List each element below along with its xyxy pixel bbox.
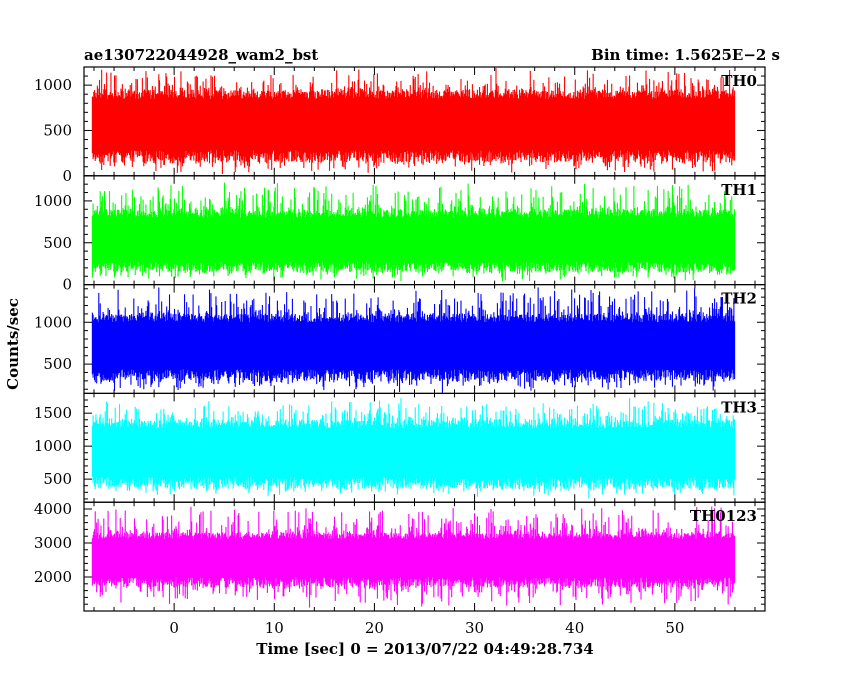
x-axis-label: Time [sec] 0 = 2013/07/22 04:49:28.734 bbox=[256, 640, 593, 658]
y-tick-label: 0 bbox=[62, 276, 72, 294]
panel-th2: 500 1000 TH2 bbox=[34, 284, 766, 395]
y-axis-label: Counts/sec bbox=[4, 298, 22, 390]
series-trace-th1 bbox=[91, 182, 736, 282]
y-tick-label: 500 bbox=[43, 121, 72, 139]
y-tick-label: 1000 bbox=[34, 313, 72, 331]
panel-th3: 500 1000 1500 TH3 bbox=[34, 392, 766, 503]
bin-time-label: Bin time: 1.5625E−2 s bbox=[591, 46, 780, 64]
y-tick-label: 1000 bbox=[34, 437, 72, 455]
chart-title: ae130722044928_wam2_bst bbox=[84, 46, 318, 64]
y-tick-label: 1000 bbox=[34, 192, 72, 210]
y-tick-label: 0 bbox=[62, 167, 72, 185]
panel-th0123: 2000 3000 4000 TH0123 bbox=[34, 500, 766, 612]
x-tick-label: 30 bbox=[465, 619, 484, 637]
series-trace-th3 bbox=[91, 398, 736, 499]
y-tick-label: 4000 bbox=[34, 500, 72, 518]
y-tick-label: 3000 bbox=[34, 534, 72, 552]
panel-label: TH2 bbox=[721, 290, 757, 308]
panel-label: TH0123 bbox=[690, 507, 757, 525]
panel-label: TH0 bbox=[721, 72, 757, 90]
y-tick-label: 2000 bbox=[34, 568, 72, 586]
x-tick-label: 50 bbox=[665, 619, 684, 637]
panel-label: TH1 bbox=[721, 181, 757, 199]
panel-th0: 0 500 1000 TH0 bbox=[34, 66, 766, 185]
panel-label: TH3 bbox=[721, 398, 757, 416]
y-tick-label: 1000 bbox=[34, 76, 72, 94]
x-tick-label: 10 bbox=[265, 619, 284, 637]
panel-th1: 0 500 1000 TH1 bbox=[34, 175, 766, 294]
y-tick-label: 500 bbox=[43, 234, 72, 252]
x-tick-label: 20 bbox=[365, 619, 384, 637]
y-tick-label: 500 bbox=[43, 470, 72, 488]
x-tick-label: 40 bbox=[565, 619, 584, 637]
series-trace-th2 bbox=[91, 287, 736, 394]
series-trace-th0123 bbox=[91, 506, 736, 608]
y-tick-label: 500 bbox=[43, 355, 72, 373]
series-trace-th0 bbox=[91, 68, 736, 175]
x-tick-label: 0 bbox=[169, 619, 179, 637]
y-tick-label: 1500 bbox=[34, 404, 72, 422]
